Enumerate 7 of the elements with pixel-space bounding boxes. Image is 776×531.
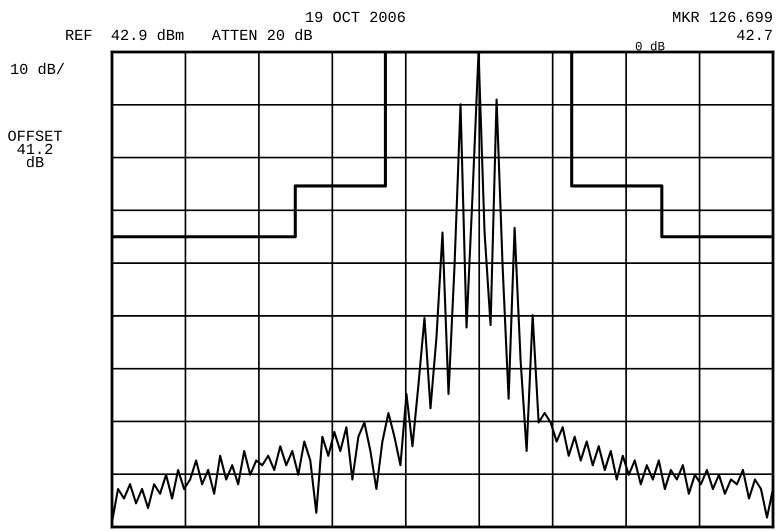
- text: 10 dB/: [11, 62, 64, 74]
- text: 42.7: [737, 30, 772, 40]
- text: MKR 126.699: [673, 12, 772, 22]
- text: 0 dB: [636, 41, 665, 50]
- text: REF 42.9 dBm ATTEN 20 dB: [66, 28, 312, 40]
- text: OFFSET 41.2 dB: [8, 130, 62, 168]
- text: 19 OCT 2006: [306, 12, 405, 22]
